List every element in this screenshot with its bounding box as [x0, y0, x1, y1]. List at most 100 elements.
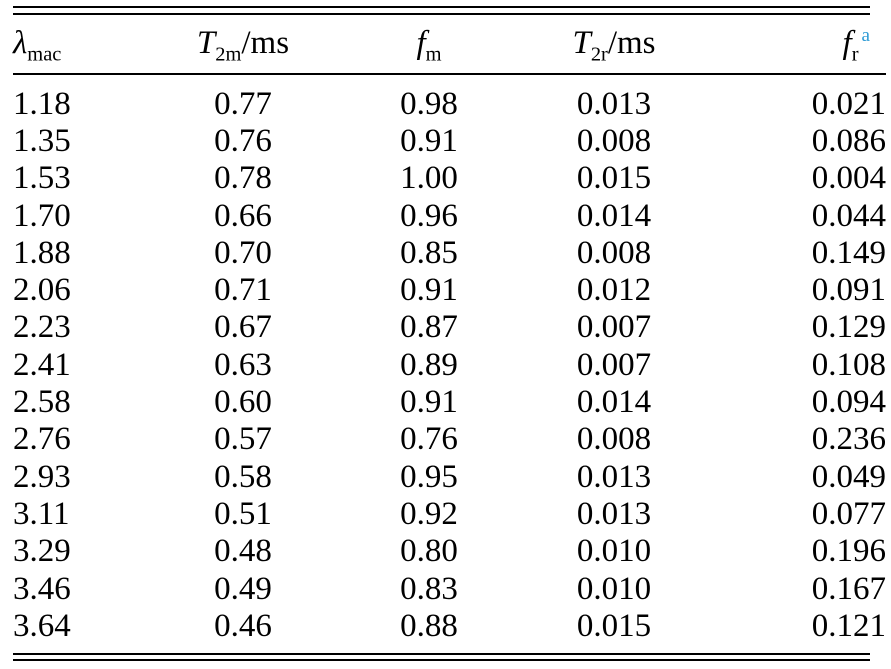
table-row: 2.06 0.71 0.91 0.012 0.091 [13, 272, 886, 309]
cell-f-m: 0.92 [400, 495, 458, 532]
table-bottom-double-rule [13, 652, 870, 662]
table-row: 1.35 0.76 0.91 0.008 0.086 [13, 123, 886, 160]
cell-f-r: 0.121 [811, 607, 886, 644]
cell-f-r: 0.004 [811, 160, 886, 197]
cell-f-r: 0.086 [811, 122, 886, 159]
header-subscript: 2r [590, 43, 608, 66]
cell-f-m: 0.91 [400, 272, 458, 309]
cell-t2r-ms: 0.008 [576, 122, 652, 159]
cell-t2r-ms: 0.015 [576, 607, 652, 644]
column-header-t2r-ms: T2r/ms [495, 14, 733, 75]
cell-f-r: 0.049 [811, 458, 886, 495]
cell-lambda-mac: 2.06 [13, 272, 71, 309]
table-row: 1.53 0.78 1.00 0.015 0.004 [13, 160, 886, 197]
cell-f-r: 0.196 [811, 533, 886, 570]
table-row: 2.76 0.57 0.76 0.008 0.236 [13, 421, 886, 458]
header-symbol: T [196, 25, 216, 61]
cell-t2r-ms: 0.008 [576, 234, 652, 271]
cell-lambda-mac: 3.29 [13, 533, 71, 570]
cell-f-m: 0.76 [400, 421, 458, 458]
table-row: 3.64 0.46 0.88 0.015 0.121 [13, 608, 886, 645]
table-header-row: λmac T2m/ms fm T2r/ms fra [13, 14, 886, 75]
header-symbol: λ [13, 25, 28, 61]
cell-t2m-ms: 0.58 [214, 458, 272, 495]
cell-f-m: 0.85 [400, 234, 458, 271]
header-unit-suffix: /ms [241, 25, 290, 61]
cell-lambda-mac: 1.18 [13, 85, 71, 122]
header-subscript: mac [27, 43, 62, 66]
cell-lambda-mac: 1.88 [13, 234, 71, 271]
table-header: λmac T2m/ms fm T2r/ms fra [13, 14, 886, 75]
cell-lambda-mac: 3.46 [13, 570, 71, 607]
cell-t2r-ms: 0.013 [576, 85, 652, 122]
table-body: 1.18 0.77 0.98 0.013 0.021 1.35 0.76 0.91 0.008 0… [13, 74, 886, 645]
cell-t2r-ms: 0.015 [576, 160, 652, 197]
cell-t2m-ms: 0.57 [214, 421, 272, 458]
cell-f-r: 0.021 [811, 85, 886, 122]
cell-f-m: 0.96 [400, 197, 458, 234]
cell-f-r: 0.077 [811, 495, 886, 532]
column-header-f-r: fra [733, 14, 886, 75]
cell-lambda-mac: 2.93 [13, 458, 71, 495]
column-header-lambda-mac: λmac [13, 14, 123, 75]
header-unit-suffix: /ms [607, 25, 656, 61]
data-table: λmac T2m/ms fm T2r/ms fra 1.18 0.77 0.98 0.013 0… [13, 14, 886, 645]
table-row: 2.58 0.60 0.91 0.014 0.094 [13, 384, 886, 421]
cell-t2m-ms: 0.46 [214, 607, 272, 644]
table-row: 3.46 0.49 0.83 0.010 0.167 [13, 570, 886, 607]
cell-f-r: 0.094 [811, 384, 886, 421]
cell-lambda-mac: 2.23 [13, 309, 71, 346]
cell-f-m: 0.91 [400, 384, 458, 421]
cell-f-r: 0.149 [811, 234, 886, 271]
table-row: 2.93 0.58 0.95 0.013 0.049 [13, 458, 886, 495]
cell-t2m-ms: 0.67 [214, 309, 272, 346]
cell-lambda-mac: 3.64 [13, 607, 71, 644]
cell-f-m: 1.00 [400, 160, 458, 197]
cell-f-m: 0.89 [400, 346, 458, 383]
cell-t2r-ms: 0.010 [576, 533, 652, 570]
cell-f-r: 0.236 [811, 421, 886, 458]
cell-f-m: 0.91 [400, 122, 458, 159]
cell-t2r-ms: 0.007 [576, 346, 652, 383]
cell-t2m-ms: 0.63 [214, 346, 272, 383]
footnote-marker: a [861, 25, 871, 46]
header-symbol: f [842, 25, 852, 61]
cell-lambda-mac: 2.41 [13, 346, 71, 383]
cell-f-m: 0.83 [400, 570, 458, 607]
cell-t2m-ms: 0.51 [214, 495, 272, 532]
table-row: 3.29 0.48 0.80 0.010 0.196 [13, 533, 886, 570]
header-symbol: f [416, 25, 426, 61]
cell-f-m: 0.80 [400, 533, 458, 570]
cell-t2r-ms: 0.008 [576, 421, 652, 458]
cell-f-r: 0.167 [811, 570, 886, 607]
cell-t2r-ms: 0.013 [576, 495, 652, 532]
cell-f-r: 0.129 [811, 309, 886, 346]
cell-t2m-ms: 0.60 [214, 384, 272, 421]
cell-t2m-ms: 0.77 [214, 85, 272, 122]
cell-lambda-mac: 1.35 [13, 122, 71, 159]
table-row: 1.18 0.77 0.98 0.013 0.021 [13, 74, 886, 123]
cell-t2r-ms: 0.014 [576, 384, 652, 421]
header-subscript: 2m [215, 43, 242, 66]
header-symbol: T [572, 25, 591, 61]
cell-t2m-ms: 0.66 [214, 197, 272, 234]
cell-f-m: 0.87 [400, 309, 458, 346]
cell-f-m: 0.95 [400, 458, 458, 495]
column-header-f-m: fm [363, 14, 495, 75]
cell-lambda-mac: 1.70 [13, 197, 71, 234]
cell-f-r: 0.108 [811, 346, 886, 383]
cell-t2m-ms: 0.78 [214, 160, 272, 197]
cell-t2r-ms: 0.007 [576, 309, 652, 346]
cell-t2r-ms: 0.010 [576, 570, 652, 607]
header-subscript: r [851, 43, 859, 66]
cell-t2r-ms: 0.012 [576, 272, 652, 309]
header-subscript: m [425, 43, 442, 66]
cell-f-r: 0.091 [811, 272, 886, 309]
cell-lambda-mac: 3.11 [13, 495, 70, 532]
cell-f-m: 0.98 [400, 85, 458, 122]
table-row: 2.41 0.63 0.89 0.007 0.108 [13, 347, 886, 384]
results-table: λmac T2m/ms fm T2r/ms fra 1.18 0.77 0.98 0.013 0… [13, 6, 886, 662]
cell-t2r-ms: 0.014 [576, 197, 652, 234]
cell-t2r-ms: 0.013 [576, 458, 652, 495]
